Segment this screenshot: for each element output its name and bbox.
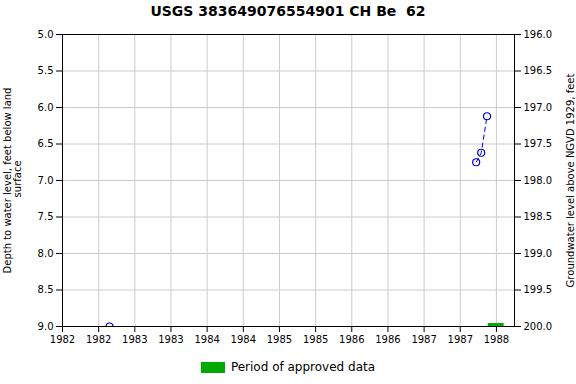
svg-text:197.5: 197.5 — [524, 138, 553, 149]
svg-text:1986: 1986 — [339, 334, 364, 345]
svg-text:1987: 1987 — [448, 334, 473, 345]
svg-text:1982: 1982 — [86, 334, 111, 345]
svg-text:198.0: 198.0 — [524, 175, 553, 186]
svg-text:1986: 1986 — [375, 334, 400, 345]
svg-text:8.5: 8.5 — [38, 284, 54, 295]
svg-text:9.0: 9.0 — [38, 321, 54, 332]
svg-text:1984: 1984 — [194, 334, 219, 345]
html-text:Period of approved data: Period of approved data — [230, 360, 376, 374]
svg-text:6.5: 6.5 — [38, 138, 54, 149]
svg-text:7.5: 7.5 — [38, 211, 54, 222]
svg-text:Depth to water level, feet bel: Depth to water level, feet below land su… — [2, 88, 23, 274]
svg-text:197.0: 197.0 — [524, 102, 553, 113]
svg-text:1987: 1987 — [411, 334, 436, 345]
svg-text:199.0: 199.0 — [524, 248, 553, 259]
svg-text:196.0: 196.0 — [524, 29, 553, 40]
svg-text:1983: 1983 — [158, 334, 183, 345]
svg-text:5.0: 5.0 — [38, 29, 54, 40]
svg-text:1985: 1985 — [267, 334, 292, 345]
svg-text:198.5: 198.5 — [524, 211, 553, 222]
svg-text:1982: 1982 — [50, 334, 75, 345]
svg-text:8.0: 8.0 — [38, 248, 54, 259]
svg-text:6.0: 6.0 — [38, 102, 54, 113]
svg-text:Groundwater level above NGVD 1: Groundwater level above NGVD 1929, feet — [565, 74, 576, 288]
svg-text:7.0: 7.0 — [38, 175, 54, 186]
svg-text:1983: 1983 — [122, 334, 147, 345]
html-text:USGS 383649076554901 CH Be 62: USGS 383649076554901 CH Be 62 — [150, 3, 426, 19]
svg-text:1988: 1988 — [484, 334, 509, 345]
svg-text:5.5: 5.5 — [38, 65, 54, 76]
svg-text:1984: 1984 — [231, 334, 256, 345]
svg-text:199.5: 199.5 — [524, 284, 553, 295]
svg-text:1985: 1985 — [303, 334, 328, 345]
svg-text:200.0: 200.0 — [524, 321, 553, 332]
svg-text:196.5: 196.5 — [524, 65, 553, 76]
